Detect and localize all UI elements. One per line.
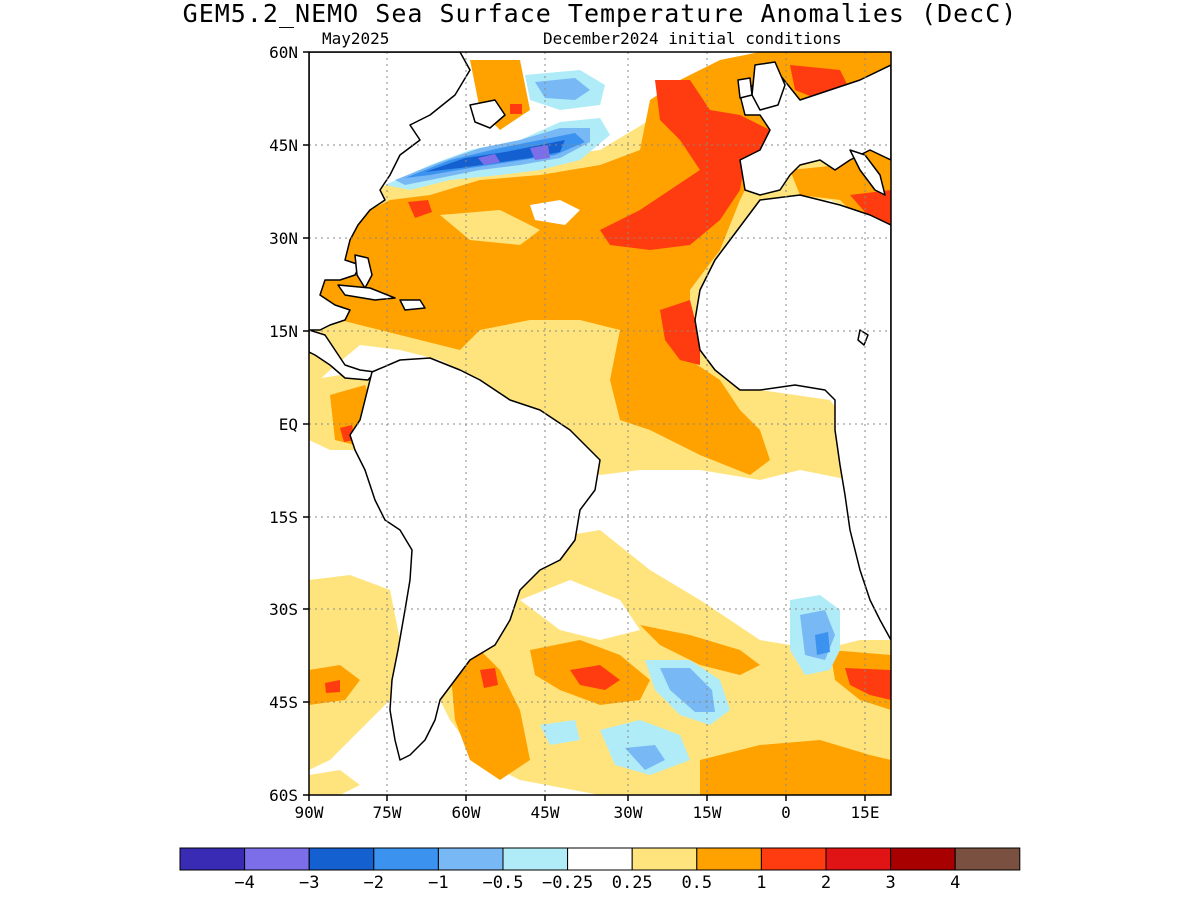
colorbar-label: −4 [234, 873, 254, 893]
map-title: GEM5.2_NEMO Sea Surface Temperature Anom… [182, 0, 1018, 28]
colorbar: −4 −3 −2 −1 −0.5 −0.25 0.25 0.5 1 2 3 4 [179, 847, 1021, 893]
cuba-land [337, 284, 396, 301]
anomaly-area [535, 78, 590, 100]
colorbar-swatch [502, 847, 569, 871]
lon-tick-label: 60W [452, 803, 481, 822]
colorbar-label: 4 [950, 873, 960, 893]
colorbar-label: 3 [885, 873, 895, 893]
anomaly-area [540, 720, 580, 745]
longitude-axis [308, 795, 866, 801]
colorbar-label: 0.25 [612, 873, 653, 893]
latitude-labels: 60N 45N 30N 15N EQ 15S 30S 45S 60S [269, 43, 298, 805]
colorbar-swatch [954, 847, 1021, 871]
hispaniola-land [399, 299, 426, 311]
colorbar-swatch [760, 847, 827, 871]
colorbar-label: −2 [364, 873, 384, 893]
north-america-land [309, 52, 471, 331]
lon-tick-label: 15W [693, 803, 722, 822]
lat-tick-label: 15N [269, 322, 298, 341]
colorbar-swatch [890, 847, 956, 871]
colorbar-swatch [825, 847, 892, 871]
colorbar-label: −0.25 [542, 873, 593, 893]
anomaly-area [309, 770, 360, 795]
newfoundland-land [469, 99, 506, 129]
anomaly-area [325, 680, 340, 693]
lat-tick-label: 15S [269, 508, 298, 527]
latitude-axis [303, 51, 309, 796]
anomaly-area [530, 200, 580, 225]
lat-tick-label: 60S [269, 786, 298, 805]
lat-tick-label: EQ [279, 415, 298, 434]
ireland-land [737, 77, 753, 99]
lat-tick-label: 60N [269, 43, 298, 62]
colorbar-swatch [244, 847, 310, 871]
colorbar-swatch [308, 847, 375, 871]
anomaly-area [510, 104, 522, 114]
colorbar-swatch [696, 847, 762, 871]
anomaly-area [600, 80, 775, 250]
anomaly-area [850, 190, 891, 225]
colorbar-label: 1 [756, 873, 766, 893]
colorbar-label: 2 [821, 873, 831, 893]
coastlines [309, 52, 891, 761]
forecast-month: May2025 [322, 29, 390, 48]
lon-tick-label: 15E [851, 803, 880, 822]
anomaly-area [660, 300, 700, 365]
lat-tick-label: 30S [269, 600, 298, 619]
lon-tick-label: 75W [373, 803, 402, 822]
anomaly-area [309, 575, 400, 770]
anomaly-area [700, 740, 891, 795]
anomaly-area [815, 632, 830, 655]
lat-tick-label: 45S [269, 693, 298, 712]
anomaly-area [450, 650, 530, 780]
anomaly-area [440, 210, 540, 245]
africa-land [694, 194, 891, 641]
anomaly-area [480, 668, 498, 688]
colorbar-swatch [437, 847, 504, 871]
colorbar-label: −0.5 [483, 873, 524, 893]
graticule [309, 52, 891, 795]
lat-tick-label: 30N [269, 229, 298, 248]
anomaly-area [640, 625, 760, 675]
florida-land [354, 254, 373, 289]
anomaly-area [408, 200, 432, 218]
lon-tick-label: 45W [531, 803, 560, 822]
initial-conditions-label: December2024 initial conditions [543, 29, 842, 48]
colorbar-label: −3 [299, 873, 319, 893]
anomaly-area [570, 665, 620, 690]
anomaly-area [478, 154, 500, 165]
colorbar-swatch [567, 847, 633, 871]
anomaly-area [520, 580, 640, 640]
lon-tick-label: 90W [295, 803, 324, 822]
south-america-land [349, 357, 601, 761]
colorbar-swatch [179, 847, 246, 871]
lat-tick-label: 45N [269, 136, 298, 155]
colorbar-swatch [631, 847, 698, 871]
colorbar-label: −1 [428, 873, 448, 893]
colorbar-label: 0.5 [681, 873, 712, 893]
anomaly-area [845, 668, 891, 700]
lon-tick-label: 0 [781, 803, 791, 822]
anomaly-area [625, 745, 665, 770]
longitude-labels: 90W 75W 60W 45W 30W 15W 0 15E [295, 803, 880, 822]
lon-tick-label: 30W [614, 803, 643, 822]
anomaly-area [660, 668, 715, 712]
colorbar-swatch [373, 847, 439, 871]
